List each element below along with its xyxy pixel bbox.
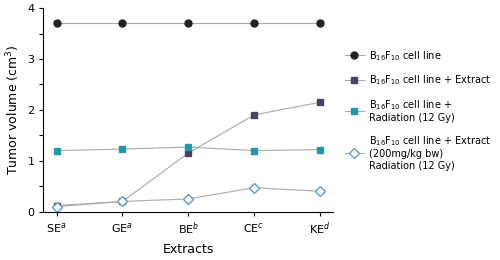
Legend: B$_{16}$F$_{10}$ cell line, B$_{16}$F$_{10}$ cell line + Extract, B$_{16}$F$_{10: B$_{16}$F$_{10}$ cell line, B$_{16}$F$_{… [340,45,495,175]
Y-axis label: Tumor volume (cm$^3$): Tumor volume (cm$^3$) [4,45,22,175]
X-axis label: Extracts: Extracts [162,243,214,256]
